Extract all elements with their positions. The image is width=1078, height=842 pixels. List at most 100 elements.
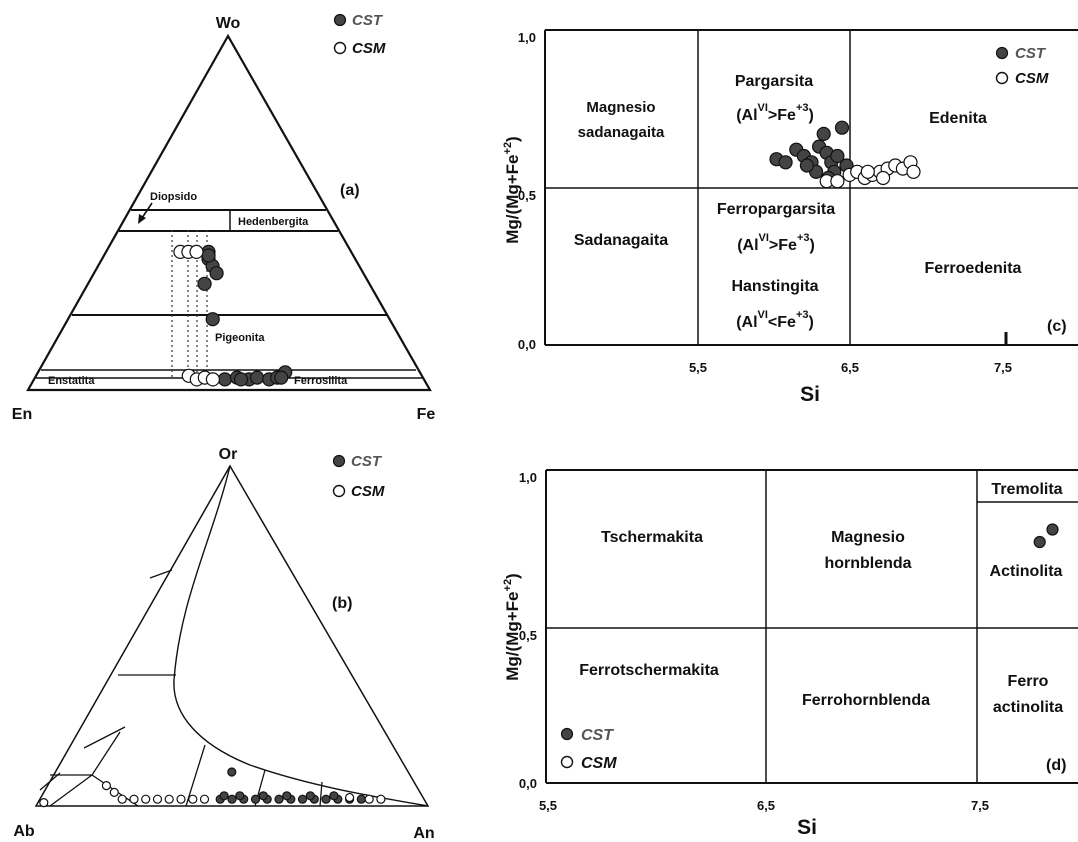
ternary-b-triangle <box>34 464 430 807</box>
data-point-c-csm-13 <box>860 164 875 179</box>
data-point-b-cst-8 <box>297 794 308 804</box>
points-a <box>173 244 293 387</box>
data-point-b-csm-13 <box>376 794 386 804</box>
data-point-b-cst-17 <box>282 791 292 801</box>
data-point-b-cst-16 <box>258 791 268 801</box>
apex-an: An <box>413 825 434 842</box>
tick-label-c-y-10: 1,0 <box>518 30 536 45</box>
field-label-d-ferrohornblenda: Ferrohornblenda <box>802 692 930 709</box>
data-point-b-cst-18 <box>305 791 315 801</box>
data-point-b-csm-0 <box>39 797 49 808</box>
field-label-c-hanstingita-formula: (AlVI<Fe+3) <box>736 309 814 331</box>
x-axis-title-d: Si <box>797 816 817 839</box>
data-point-a-cst-6 <box>201 248 216 263</box>
legend-c-cst-label: CST <box>1015 45 1047 62</box>
data-point-d-cst-1 <box>1046 523 1059 536</box>
data-point-a-csm-2 <box>189 244 204 259</box>
ternary-a-triangle <box>26 33 432 392</box>
points-b <box>39 767 386 808</box>
legend-b-csm-label: CSM <box>351 483 385 500</box>
data-point-c-cst-11 <box>834 120 850 135</box>
data-point-b-csm-6 <box>176 794 186 804</box>
points-c <box>769 120 921 189</box>
data-point-b-cst-4 <box>250 794 261 804</box>
tick-label-d-y-00: 0,0 <box>519 776 537 791</box>
field-label-c-pargarsita-formula: (AlVI>Fe+3) <box>736 102 814 124</box>
data-point-a-cst-5 <box>205 312 220 327</box>
y-axis-title-d: Mg/(Mg+Fe+2) <box>502 573 522 680</box>
data-point-a-cst-3 <box>209 266 224 281</box>
tick-label-d-x-55: 5,5 <box>539 798 557 813</box>
tick-label-d-y-05: 0,5 <box>519 628 537 643</box>
data-point-b-cst-19 <box>329 791 339 801</box>
field-label-d-ferro-actinolita-2: actinolita <box>993 699 1063 716</box>
data-point-b-cst-10 <box>321 794 331 804</box>
legend-c-cst-marker <box>995 46 1009 60</box>
data-point-c-csm-11 <box>906 164 921 179</box>
panel-label-a: (a) <box>340 182 360 199</box>
tick-label-d-x-75: 7,5 <box>971 798 989 813</box>
diopsido-arrow-shaft <box>141 202 153 219</box>
apex-en: En <box>12 406 32 423</box>
field-label-d-actinolita: Actinolita <box>990 563 1063 580</box>
field-label-c-ferropargarsita-formula: (AlVI>Fe+3) <box>737 232 815 254</box>
apex-ab: Ab <box>13 823 35 840</box>
data-point-b-cst-15 <box>235 791 245 801</box>
legend-b-csm-marker <box>332 484 346 498</box>
data-point-b-cst-13 <box>356 794 366 804</box>
data-point-b-csm-7 <box>188 794 198 804</box>
legend-a-csm-label: CSM <box>352 40 386 57</box>
data-point-b-cst-6 <box>274 794 284 804</box>
data-point-a-cst-4 <box>197 276 212 291</box>
data-point-b-csm-11 <box>345 792 355 803</box>
field-label-d-ferrotschermakita: Ferrotschermakita <box>579 662 719 679</box>
field-label-c-ferropargarsita: Ferropargarsita <box>717 201 835 218</box>
data-point-a-cst-15 <box>233 372 249 387</box>
data-point-c-cst-6 <box>816 126 831 141</box>
field-label-c-ferroedenita: Ferroedenita <box>925 260 1022 277</box>
legend-a-cst-label: CST <box>352 12 384 29</box>
data-point-b-csm-9 <box>101 780 112 791</box>
tick-label-c-y-00: 0,0 <box>518 337 536 352</box>
legend-a-cst-marker <box>333 13 347 27</box>
data-point-b-csm-1 <box>117 794 127 804</box>
panel-label-b: (b) <box>332 595 352 612</box>
field-label-ferrosilita: Ferrosilita <box>294 375 348 387</box>
tick-label-d-y-10: 1,0 <box>519 470 537 485</box>
field-label-c-magnesio-sadanagaita-2: sadanagaita <box>578 124 665 141</box>
field-label-d-tschermakita: Tschermakita <box>601 529 703 546</box>
legend-d-csm-label: CSM <box>581 755 617 772</box>
data-point-a-cst-10 <box>250 370 265 385</box>
tick-label-c-y-05: 0,5 <box>518 188 536 203</box>
field-label-d-magnesio-hornblenda-1: Magnesio <box>831 529 905 546</box>
field-label-pigeonita: Pigeonita <box>215 332 265 344</box>
data-point-b-csm-8 <box>199 794 210 804</box>
field-label-c-hanstingita: Hanstingita <box>731 278 818 295</box>
data-point-c-cst-10 <box>830 148 845 164</box>
diopsido-arrow-head <box>138 214 146 224</box>
data-point-b-csm-10 <box>109 787 119 798</box>
panel-a: Wo En Fe Diopsido Hedenbergita Pigeonita… <box>12 12 436 423</box>
feldspar-solvus-curve <box>173 465 429 807</box>
apex-fe: Fe <box>417 406 436 423</box>
tick-label-c-x-65: 6,5 <box>841 360 859 375</box>
field-label-c-pargarsita: Pargarsita <box>735 73 813 90</box>
y-axis-title-c: Mg/(Mg+Fe+2) <box>502 136 522 243</box>
legend-c-csm-label: CSM <box>1015 70 1049 87</box>
panel-c: 1,0 0,5 0,0 5,5 6,5 7,5 Si Mg/(Mg+Fe+2) … <box>502 29 1078 406</box>
x-axis-title-c: Si <box>800 383 820 406</box>
panel-b: Or Ab An (b) CST CSM <box>13 446 434 842</box>
points-d <box>1033 523 1059 549</box>
legend-b-cst-label: CST <box>351 453 383 470</box>
data-point-c-cst-1 <box>778 155 793 170</box>
data-point-b-csm-3 <box>141 794 151 804</box>
data-point-b-csm-12 <box>364 794 374 804</box>
field-label-d-magnesio-hornblenda-2: hornblenda <box>824 555 911 572</box>
apex-or: Or <box>219 446 238 463</box>
legend-c-csm-marker <box>995 71 1009 85</box>
field-label-diopsido: Diopsido <box>150 191 197 203</box>
data-point-a-cst-7 <box>217 372 232 387</box>
field-label-c-magnesio-sadanagaita-1: Magnesio <box>586 99 655 116</box>
panel-d: 1,0 0,5 0,0 5,5 6,5 7,5 Si Mg/(Mg+Fe+2) … <box>502 469 1078 839</box>
